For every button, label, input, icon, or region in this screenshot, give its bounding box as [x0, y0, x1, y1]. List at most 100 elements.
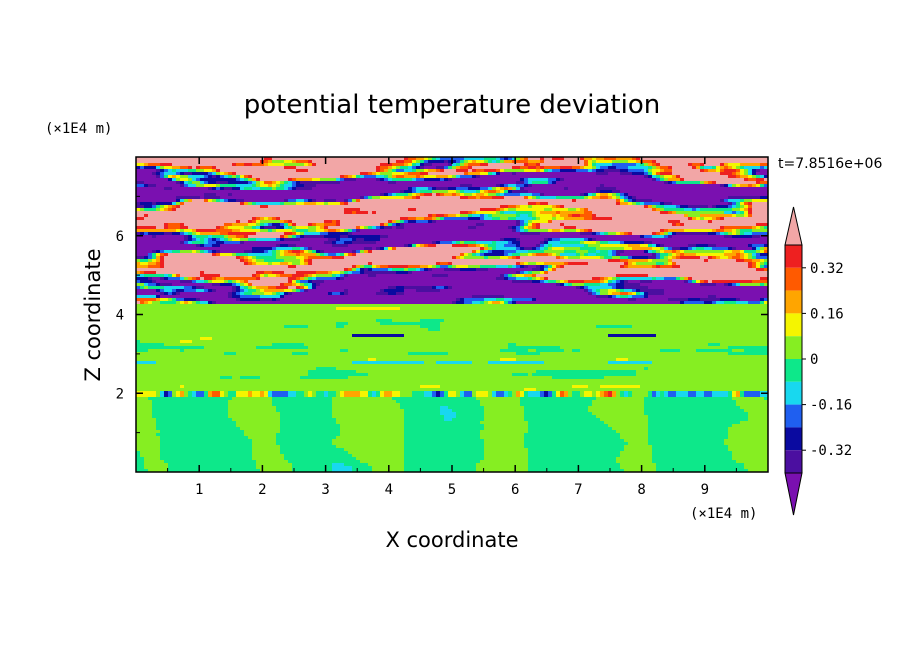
field-cell: [592, 193, 597, 197]
field-cell: [628, 181, 633, 185]
field-cell: [464, 166, 469, 170]
field-cell: [304, 163, 309, 167]
time-label: t=7.8516e+06: [778, 156, 882, 172]
field-cell: [432, 160, 437, 164]
field-cell: [180, 163, 185, 167]
field-cell: [188, 175, 193, 179]
field-cell: [508, 187, 513, 191]
field-cell: [140, 181, 145, 185]
field-cell: [500, 160, 505, 164]
field-cell: [456, 157, 461, 161]
field-cell: [596, 187, 601, 191]
field-cell: [312, 187, 317, 191]
field-cell: [180, 166, 185, 170]
field-cell: [356, 187, 361, 191]
field-cell: [624, 157, 629, 161]
field-cell: [636, 199, 641, 203]
field-cell: [328, 196, 333, 200]
field-cell: [328, 163, 333, 167]
field-cell: [140, 184, 145, 188]
field-cell: [508, 160, 513, 164]
field-cell: [436, 175, 441, 179]
field-cell: [324, 169, 329, 173]
field-cell: [692, 169, 697, 173]
field-cell: [444, 199, 449, 203]
field-cell: [320, 181, 325, 185]
field-cell: [456, 169, 461, 173]
field-cell: [728, 190, 733, 194]
field-cell: [616, 199, 621, 203]
field-cell: [364, 202, 369, 206]
field-cell: [176, 184, 181, 188]
field-cell: [204, 184, 209, 188]
field-cell: [584, 178, 589, 182]
field-cell: [328, 181, 333, 185]
field-cell: [408, 187, 413, 191]
field-cell: [444, 187, 449, 191]
field-cell: [476, 160, 481, 164]
field-cell: [452, 166, 457, 170]
field-cell: [384, 184, 389, 188]
field-cell: [444, 175, 449, 179]
field-cell: [276, 187, 281, 191]
field-cell: [320, 175, 325, 179]
field-cell: [136, 163, 141, 167]
field-cell: [484, 196, 489, 200]
field-cell: [672, 190, 677, 194]
field-cell: [192, 193, 197, 197]
field-cell: [204, 202, 209, 206]
field-cell: [704, 163, 709, 167]
field-cell: [584, 157, 589, 161]
field-cell: [508, 157, 513, 161]
field-cell: [644, 178, 649, 182]
field-cell: [448, 196, 453, 200]
field-cell: [216, 166, 221, 170]
field-cell: [616, 187, 621, 191]
field-cell: [528, 181, 533, 185]
field-cell: [584, 163, 589, 167]
field-cell: [704, 160, 709, 164]
field-cell: [472, 184, 477, 188]
field-cell: [620, 199, 625, 203]
field-cell: [708, 172, 713, 176]
field-cell: [308, 202, 313, 206]
field-cell: [612, 172, 617, 176]
field-cell: [396, 160, 401, 164]
field-cell: [668, 187, 673, 191]
field-cell: [744, 187, 749, 191]
field-cell: [228, 190, 233, 194]
field-cell: [400, 172, 405, 176]
field-cell: [476, 196, 481, 200]
field-cell: [164, 184, 169, 188]
field-cell: [168, 190, 173, 194]
field-cell: [160, 193, 165, 197]
field-cell: [308, 193, 313, 197]
field-cell: [452, 190, 457, 194]
field-cell: [752, 196, 757, 200]
field-cell: [180, 178, 185, 182]
field-cell: [180, 193, 185, 197]
field-cell: [420, 178, 425, 182]
field-cell: [144, 160, 149, 164]
field-cell: [448, 172, 453, 176]
field-cell: [720, 193, 725, 197]
field-cell: [244, 172, 249, 176]
field-cell: [408, 190, 413, 194]
field-cell: [652, 196, 657, 200]
field-cell: [584, 169, 589, 173]
field-cell: [520, 163, 525, 167]
field-cell: [580, 199, 585, 203]
field-cell: [672, 193, 677, 197]
field-cell: [248, 199, 253, 203]
field-cell: [252, 169, 257, 173]
field-cell: [368, 163, 373, 167]
field-cell: [180, 157, 185, 161]
field-cell: [256, 163, 261, 167]
field-cell: [188, 184, 193, 188]
field-cell: [376, 160, 381, 164]
field-cell: [716, 157, 721, 161]
field-cell: [340, 202, 345, 206]
field-cell: [308, 181, 313, 185]
field-cell: [716, 160, 721, 164]
field-cell: [740, 160, 745, 164]
